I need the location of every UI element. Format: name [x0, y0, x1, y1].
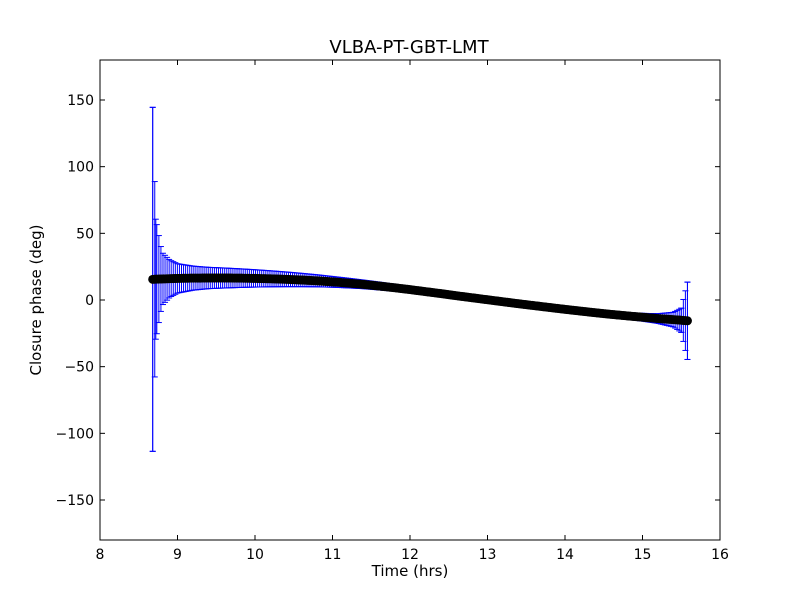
- y-tick-label: −50: [64, 360, 94, 376]
- data-point: [682, 316, 692, 326]
- y-tick-label: 150: [67, 93, 94, 109]
- x-tick-label: 15: [634, 547, 652, 563]
- x-tick-label: 12: [401, 547, 419, 563]
- y-tick-label: 50: [76, 226, 94, 242]
- y-tick-label: −100: [56, 426, 94, 442]
- y-tick-label: 100: [67, 160, 94, 176]
- axes-frame: [99, 59, 721, 541]
- y-axis-label: Closure phase (deg): [27, 225, 45, 376]
- axis-ticks: 8 9 10 11 12 13 14 15 16 −150 −100 −50 0 50 100 150: [56, 60, 729, 563]
- x-tick-label: 10: [246, 547, 264, 563]
- x-tick-label: 8: [96, 547, 105, 563]
- x-tick-label: 14: [556, 547, 574, 563]
- x-tick-label: 16: [711, 547, 729, 563]
- y-tick-label: 0: [85, 293, 94, 309]
- y-tick-label: −150: [56, 493, 94, 509]
- chart-title: VLBA-PT-GBT-LMT: [329, 37, 489, 58]
- data-points: [148, 273, 692, 326]
- x-tick-label: 13: [479, 547, 497, 563]
- plot-area: [148, 106, 692, 452]
- x-axis-label: Time (hrs): [371, 562, 449, 580]
- x-tick-label: 11: [324, 547, 342, 563]
- x-tick-label: 9: [173, 547, 182, 563]
